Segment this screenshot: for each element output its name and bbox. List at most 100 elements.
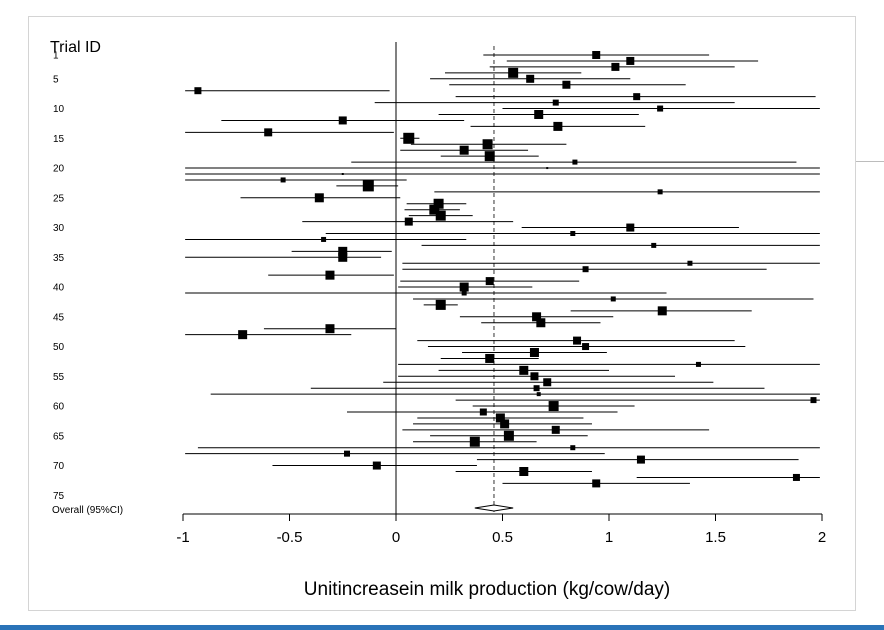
point-47 [325, 324, 335, 334]
point-61 [479, 408, 487, 416]
y-tick-label-65: 65 [53, 431, 65, 442]
point-1 [592, 51, 601, 59]
overall-diamond [474, 504, 514, 512]
point-52 [485, 353, 495, 363]
point-69 [636, 455, 645, 464]
point-57 [533, 385, 540, 392]
point-72 [792, 473, 800, 481]
point-8 [633, 93, 641, 101]
y-tick-label-15: 15 [53, 134, 65, 145]
point-24 [657, 189, 663, 195]
point-19 [572, 159, 578, 165]
point-48 [238, 330, 248, 340]
point-54 [519, 365, 529, 375]
point-71 [519, 467, 529, 476]
point-60 [548, 401, 559, 412]
point-17 [459, 145, 469, 155]
point-67 [570, 445, 576, 451]
point-3 [611, 62, 620, 71]
y-tick-label-70: 70 [53, 461, 65, 472]
point-16 [482, 139, 493, 150]
chart-frame [28, 16, 856, 611]
point-35 [338, 252, 348, 262]
y-tick-label-60: 60 [53, 402, 65, 413]
point-28 [435, 210, 446, 221]
point-33 [651, 242, 657, 248]
x-tick-label-3: 0.5 [492, 529, 513, 546]
point-27 [429, 204, 440, 215]
point-6 [562, 80, 571, 89]
point-13 [553, 121, 563, 131]
y-tick-label-25: 25 [53, 193, 65, 204]
side-rule [856, 161, 884, 162]
point-64 [551, 425, 560, 434]
point-49 [573, 336, 582, 345]
y-tick-label-30: 30 [53, 223, 65, 234]
y-tick-label-5: 5 [53, 74, 59, 85]
point-50 [582, 343, 590, 351]
point-20 [546, 167, 549, 170]
point-58 [536, 392, 541, 397]
point-70 [372, 461, 381, 470]
point-7 [194, 87, 202, 95]
y-tick-label-20: 20 [53, 164, 65, 175]
y-tick-label-50: 50 [53, 342, 65, 353]
point-43 [435, 299, 446, 310]
bottom-accent-bar [0, 625, 884, 630]
x-tick-label-5: 1.5 [705, 529, 726, 546]
point-53 [695, 361, 701, 367]
point-34 [338, 246, 348, 256]
point-32 [321, 236, 327, 242]
point-29 [404, 217, 413, 226]
point-63 [500, 419, 510, 429]
point-44 [657, 306, 667, 316]
x-tick-label-2: 0 [392, 529, 400, 546]
point-55 [530, 372, 539, 381]
y-axis-title: Trial ID [50, 39, 101, 56]
y-tick-label-75: 75 [53, 491, 65, 502]
point-38 [325, 270, 335, 280]
x-tick-label-1: -0.5 [277, 529, 303, 546]
overall-label: Overall (95%CI) [52, 505, 123, 516]
x-tick-label-4: 1 [605, 529, 613, 546]
point-21 [341, 173, 344, 175]
y-tick-label-10: 10 [53, 104, 65, 115]
point-14 [264, 128, 273, 137]
y-tick-label-35: 35 [53, 253, 65, 264]
x-tick-label-0: -1 [176, 529, 189, 546]
point-4 [508, 67, 519, 78]
x-tick-label-6: 2 [818, 529, 826, 546]
point-36 [687, 260, 693, 266]
point-46 [536, 318, 546, 328]
point-2 [626, 56, 635, 65]
point-31 [570, 231, 576, 236]
point-23 [362, 180, 374, 192]
y-tick-label-40: 40 [53, 283, 65, 294]
y-tick-label-55: 55 [53, 372, 65, 383]
x-axis-ticks: -1 -0.5 0 0.5 1 1.5 2 [176, 514, 826, 546]
point-15 [403, 132, 415, 144]
point-51 [529, 348, 539, 357]
point-59 [810, 397, 817, 404]
point-11 [534, 110, 544, 119]
point-56 [543, 378, 552, 387]
point-73 [592, 479, 601, 488]
y-tick-label-1: 1 [53, 51, 59, 62]
point-25 [314, 193, 324, 203]
x-axis-title: Unitincreasein milk production (kg/cow/d… [304, 579, 670, 600]
point-41 [461, 290, 467, 296]
point-10 [657, 105, 664, 112]
point-30 [626, 223, 635, 232]
point-66 [469, 436, 480, 447]
point-26 [433, 198, 444, 209]
point-42 [610, 296, 616, 302]
point-40 [459, 282, 469, 292]
point-45 [532, 312, 542, 322]
point-12 [338, 116, 347, 125]
point-37 [582, 266, 589, 273]
point-18 [484, 151, 495, 162]
point-39 [485, 277, 494, 286]
point-5 [526, 74, 535, 83]
